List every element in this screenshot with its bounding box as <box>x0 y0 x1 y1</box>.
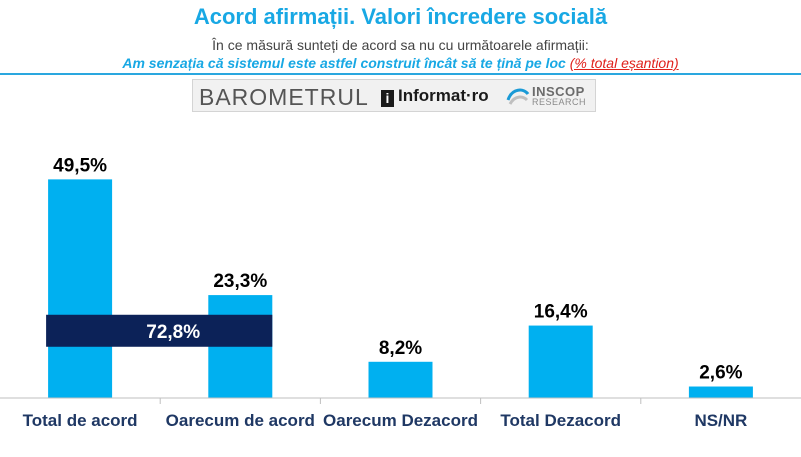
bar-4 <box>528 325 593 398</box>
informat-dot-icon: · <box>466 86 472 105</box>
bar-value-label: 8,2% <box>379 338 422 359</box>
category-label: NS/NR <box>694 411 747 430</box>
page-title: Acord afirmații. Valori încredere social… <box>193 4 608 29</box>
informat-logo-text: Informat <box>398 86 466 105</box>
bar-5 <box>688 386 753 398</box>
inscop-swirl-icon <box>506 88 530 105</box>
category-label: Total Dezacord <box>500 411 621 430</box>
category-label: Oarecum de acord <box>166 411 315 430</box>
statement-text: Am senzația că sistemul este astfel cons… <box>0 55 801 71</box>
statement: Am senzația că sistemul este astfel cons… <box>122 55 566 71</box>
inscop-logo-subtext: RESEARCH <box>532 97 587 107</box>
inscop-logo: INSCOP RESEARCH <box>506 84 594 110</box>
bar-value-label: 16,4% <box>534 302 588 323</box>
bar-value-label: 2,6% <box>699 363 742 384</box>
informat-logo: i Informat·ro <box>381 86 489 107</box>
bar-1 <box>48 179 113 398</box>
bar-3 <box>368 361 433 398</box>
total-agree-label: 72,8% <box>146 322 200 343</box>
inscop-logo-text: INSCOP <box>532 84 585 99</box>
category-label: Total de acord <box>23 411 138 430</box>
total-agree-bar <box>46 314 273 347</box>
sample-note: (% total eșantion) <box>569 55 679 71</box>
bar-value-label: 23,3% <box>213 271 267 292</box>
informat-logo-suffix: ro <box>471 86 489 105</box>
header-divider <box>0 73 801 75</box>
barometrul-logo: BAROMETRUL <box>199 84 369 110</box>
informat-mark-icon: i <box>381 90 394 107</box>
logo-strip: BAROMETRUL i Informat·ro INSCOP RESEARCH <box>192 79 596 112</box>
question-text: În ce măsură sunteți de acord sa nu cu u… <box>212 37 589 53</box>
bar-value-label: 49,5% <box>53 155 107 176</box>
category-label: Oarecum Dezacord <box>323 411 478 430</box>
